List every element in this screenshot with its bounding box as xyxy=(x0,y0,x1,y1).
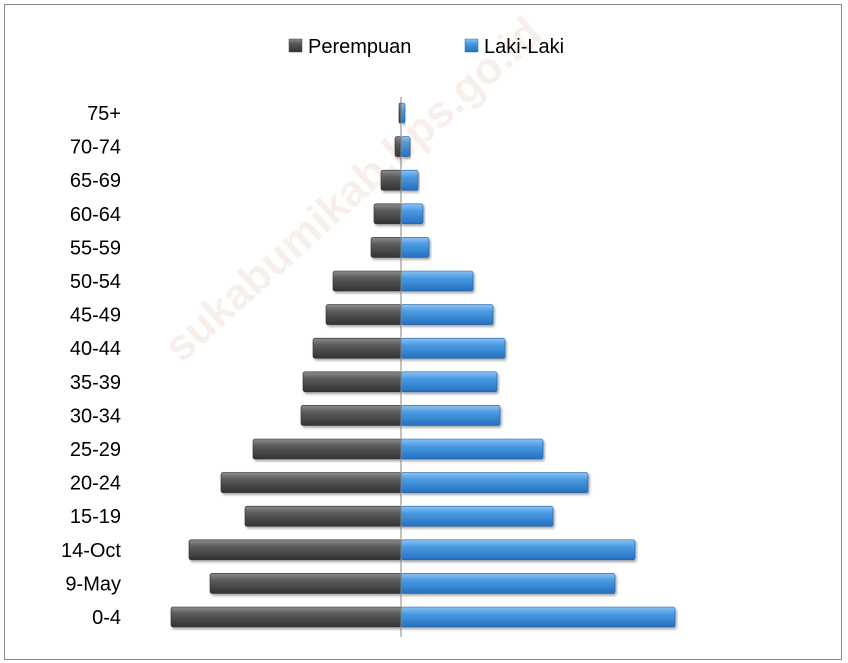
category-label-9-may: 9-May xyxy=(65,573,121,595)
bar-perempuan-40-44 xyxy=(312,337,402,359)
bar-perempuan-35-39 xyxy=(302,371,402,393)
bar-laki-laki-75 xyxy=(400,102,406,124)
bar-laki-laki-25-29 xyxy=(400,438,544,460)
bar-laki-laki-60-64 xyxy=(400,203,424,225)
bar-perempuan-0-4 xyxy=(170,606,402,628)
category-label-30-34: 30-34 xyxy=(70,405,121,427)
perempuan-bars xyxy=(170,102,402,628)
category-label-70-74: 70-74 xyxy=(70,137,121,159)
bar-perempuan-9-may xyxy=(209,573,402,594)
legend-label-laki-laki: Laki-Laki xyxy=(484,36,564,58)
bar-perempuan-14-oct xyxy=(188,539,402,561)
category-label-65-69: 65-69 xyxy=(70,170,121,192)
bar-laki-laki-70-74 xyxy=(400,136,411,157)
bar-laki-laki-30-34 xyxy=(400,405,501,426)
bar-laki-laki-50-54 xyxy=(400,270,474,292)
category-label-25-29: 25-29 xyxy=(70,439,121,461)
category-label-60-64: 60-64 xyxy=(70,204,121,226)
bar-perempuan-55-59 xyxy=(370,237,402,258)
bar-perempuan-65-69 xyxy=(380,169,402,191)
legend-swatch-perempuan xyxy=(288,38,303,53)
bar-laki-laki-55-59 xyxy=(400,237,430,258)
bar-perempuan-15-19 xyxy=(244,505,402,527)
category-label-50-54: 50-54 xyxy=(70,271,121,293)
bar-perempuan-25-29 xyxy=(252,438,402,460)
laki-laki-bars xyxy=(400,102,676,628)
category-label-14-oct: 14-Oct xyxy=(61,540,121,562)
bar-laki-laki-45-49 xyxy=(400,304,494,325)
category-axis-labels: 75+ 70-74 65-69 60-64 55-59 50-54 45-49 40-44 35… xyxy=(61,103,121,629)
chart-frame: Perempuan Laki-Laki 75+ 70-74 65-69 60-64 55… xyxy=(4,4,842,660)
bar-laki-laki-35-39 xyxy=(400,371,498,393)
bar-perempuan-70-74 xyxy=(394,136,402,157)
category-label-40-44: 40-44 xyxy=(70,338,121,360)
bar-perempuan-30-34 xyxy=(300,405,402,426)
bar-perempuan-20-24 xyxy=(220,472,402,493)
category-label-15-19: 15-19 xyxy=(70,506,121,528)
bar-perempuan-60-64 xyxy=(373,203,402,225)
category-label-55-59: 55-59 xyxy=(70,237,121,259)
bar-laki-laki-65-69 xyxy=(400,169,419,191)
population-pyramid-chart: Perempuan Laki-Laki 75+ 70-74 65-69 60-64 55… xyxy=(61,36,676,637)
category-label-0-4: 0-4 xyxy=(92,607,121,629)
category-label-20-24: 20-24 xyxy=(70,473,121,495)
category-label-45-49: 45-49 xyxy=(70,305,121,327)
bar-laki-laki-15-19 xyxy=(400,505,554,527)
category-label-35-39: 35-39 xyxy=(70,372,121,394)
bar-perempuan-45-49 xyxy=(325,304,402,325)
bar-laki-laki-9-may xyxy=(400,573,616,594)
bar-laki-laki-20-24 xyxy=(400,472,589,493)
legend: Perempuan Laki-Laki xyxy=(288,36,564,58)
bar-laki-laki-40-44 xyxy=(400,337,506,359)
legend-label-perempuan: Perempuan xyxy=(308,36,411,58)
bar-laki-laki-14-oct xyxy=(400,539,636,561)
bar-laki-laki-0-4 xyxy=(400,606,676,628)
legend-swatch-laki-laki xyxy=(464,38,479,53)
bar-perempuan-50-54 xyxy=(332,270,402,292)
category-label-75: 75+ xyxy=(87,103,121,125)
